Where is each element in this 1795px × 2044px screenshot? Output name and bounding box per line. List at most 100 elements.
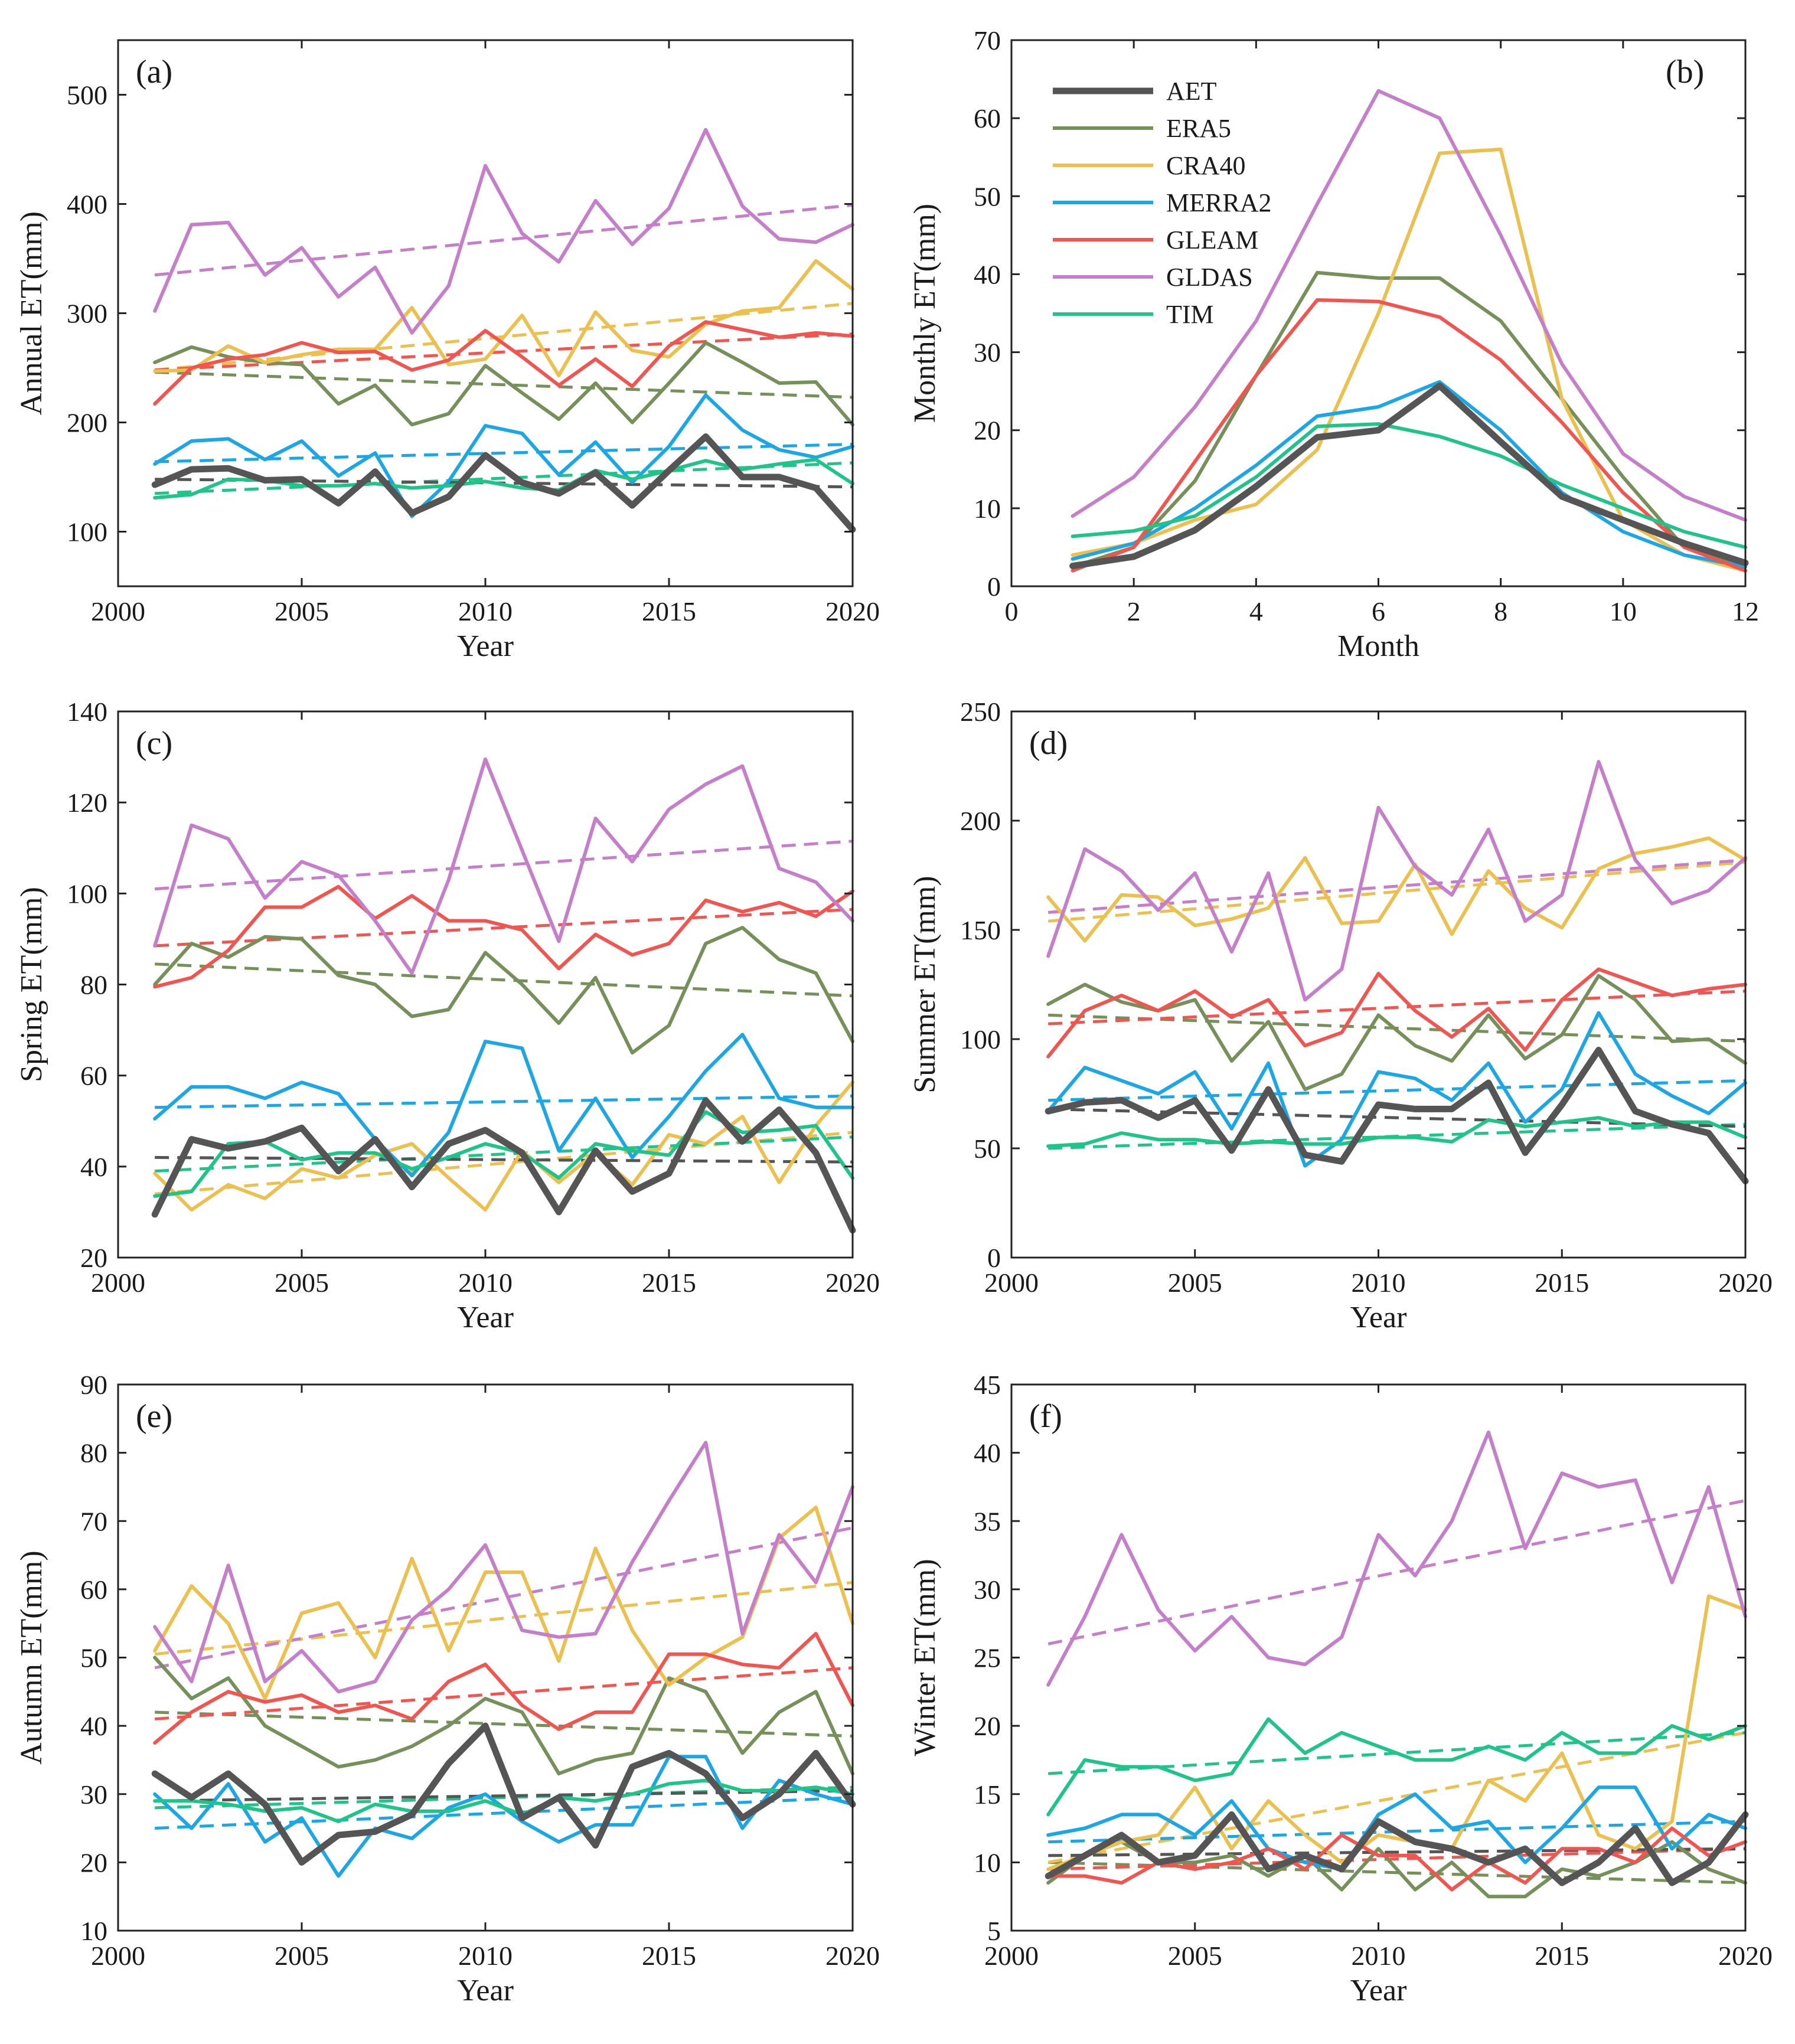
- panel-e-series-gleam: [153, 1632, 854, 1745]
- panel-b-x-tick-label: 6: [1372, 596, 1385, 626]
- panel-c-series-tim: [153, 1110, 854, 1198]
- panel-c-y-tick-label: 120: [67, 788, 107, 818]
- panel-d-x-tick-label: 2015: [1535, 1268, 1589, 1298]
- panel-e-label: (e): [136, 1398, 172, 1435]
- panel-b-monthly-et: (b) Month Monthly ET(mm) AET ERA5 CRA40 …: [908, 25, 1759, 663]
- panel-c-trend-cra40: [154, 1131, 853, 1196]
- legend-label-gleam: GLEAM: [1166, 226, 1258, 254]
- panel-f-x-tick-label: 2005: [1168, 1941, 1222, 1971]
- panel-e-trend-gleam: [155, 1666, 853, 1721]
- panel-f-y-tick-label: 40: [974, 1438, 1001, 1468]
- panel-f-y-axis-title: Winter ET(mm): [908, 1559, 942, 1756]
- panel-a-series-aet: [151, 433, 856, 533]
- panel-c-trend-aet: [155, 1155, 853, 1164]
- panel-f-ticks: 2000 2005 2010 2015 2020 5 10 15 20 25 30 35 40 45: [974, 1370, 1773, 1971]
- panel-e-y-tick-label: 90: [80, 1370, 107, 1400]
- panel-f-y-tick-label: 35: [974, 1506, 1001, 1536]
- panel-b-y-tick-label: 30: [974, 338, 1001, 368]
- panel-b-y-tick-label: 70: [974, 25, 1001, 55]
- panel-e-series-gldas: [153, 1441, 854, 1694]
- legend-label-tim: TIM: [1166, 300, 1214, 329]
- panel-b-y-tick-label: 50: [974, 181, 1001, 211]
- panel-f-series-gldas: [1046, 1430, 1747, 1687]
- panel-f-x-tick-label: 2020: [1718, 1941, 1773, 1971]
- panel-f-y-tick-label: 10: [974, 1847, 1001, 1878]
- panel-d-x-tick-label: 2005: [1168, 1268, 1222, 1298]
- panel-d-summer-et: (d) Year Summer ET(mm) 2000 2005 2010 2015 2…: [908, 697, 1773, 1334]
- panel-a-annual-et: (a) Year Annual ET(mm) 2000 2005 2010 2015 2…: [15, 39, 880, 663]
- panel-f-plot: [1045, 1430, 1749, 1899]
- panel-b-x-tick-label: 12: [1732, 596, 1759, 626]
- panel-e-y-tick-label: 50: [80, 1643, 107, 1673]
- panel-e-series-era5: [153, 1656, 854, 1776]
- panel-c-y-tick-label: 40: [80, 1152, 107, 1182]
- legend-label-cra40: CRA40: [1166, 151, 1245, 180]
- panel-e-x-tick-label: 2000: [91, 1941, 145, 1971]
- panel-a-trend-merra2: [155, 443, 853, 463]
- panel-e-x-tick-label: 2020: [825, 1941, 880, 1971]
- panel-b-x-tick-label: 10: [1610, 596, 1637, 626]
- panel-d-series-gleam: [1046, 967, 1747, 1059]
- legend: AET ERA5 CRA40 MERRA2 GLEAM GLDAS TIM: [1053, 77, 1271, 329]
- panel-c-y-tick-label: 60: [80, 1061, 107, 1091]
- panel-b-x-axis-title: Month: [1337, 629, 1419, 663]
- panel-b-y-tick-label: 10: [974, 494, 1001, 524]
- panel-b-series-gldas: [1071, 89, 1747, 522]
- panel-d-label: (d): [1029, 725, 1068, 762]
- panel-e-series-aet: [151, 1722, 856, 1866]
- panel-e-x-tick-label: 2010: [458, 1941, 513, 1971]
- panel-e-ticks: 2000 2005 2010 2015 2020 10 20 30 40 50 60 70 80 90: [80, 1370, 880, 1971]
- panel-a-trend-era5: [155, 370, 853, 399]
- panel-b-y-axis-title: Monthly ET(mm): [908, 204, 942, 423]
- panel-b-series-aet: [1069, 382, 1749, 570]
- panel-f-series-merra2: [1046, 1785, 1747, 1871]
- panel-c-trend-era5: [155, 962, 853, 998]
- panel-e-x-axis-title: Year: [457, 1974, 514, 2007]
- panel-d-y-tick-label: 50: [974, 1134, 1001, 1164]
- panel-b-y-tick-label: 60: [974, 103, 1001, 133]
- panel-e-y-tick-label: 70: [80, 1506, 107, 1536]
- panel-c-label: (c): [136, 725, 172, 762]
- panel-c-y-tick-label: 140: [67, 697, 107, 727]
- panel-a-x-tick-label: 2005: [275, 596, 329, 626]
- panel-b-x-tick-label: 8: [1494, 596, 1507, 626]
- panel-d-y-tick-label: 0: [987, 1243, 1001, 1273]
- panel-c-x-tick-label: 2000: [91, 1268, 145, 1298]
- panel-c-x-tick-label: 2005: [275, 1268, 329, 1298]
- panel-d-y-tick-label: 200: [960, 806, 1001, 836]
- panel-f-y-tick-label: 5: [987, 1916, 1001, 1946]
- panel-b-series-gleam: [1071, 298, 1747, 573]
- panel-b-plot: [1069, 89, 1749, 573]
- panel-a-x-tick-label: 2020: [825, 596, 880, 626]
- panel-b-x-tick-label: 0: [1005, 596, 1019, 626]
- legend-label-gldas: GLDAS: [1166, 263, 1253, 292]
- panel-c-series-cra40: [153, 1080, 854, 1212]
- panel-b-series-merra2: [1071, 380, 1747, 569]
- panel-a-series-gleam: [153, 320, 854, 406]
- panel-d-x-tick-label: 2000: [984, 1268, 1039, 1298]
- panel-c-series-gleam: [153, 884, 854, 989]
- panel-c-series-era5: [153, 926, 854, 1055]
- panel-a-x-tick-label: 2015: [642, 596, 696, 626]
- legend-label-era5: ERA5: [1166, 114, 1231, 143]
- panel-f-x-tick-label: 2010: [1352, 1941, 1406, 1971]
- panel-d-ticks: 2000 2005 2010 2015 2020 0 50 100 150 200 250: [960, 697, 1773, 1298]
- panel-c-x-tick-label: 2015: [642, 1268, 696, 1298]
- panel-e-y-axis-title: Autumn ET(mm): [15, 1550, 48, 1765]
- panel-e-trend-aet: [155, 1789, 853, 1803]
- panel-f-series-cra40: [1046, 1594, 1747, 1871]
- panel-b-y-tick-label: 20: [974, 416, 1001, 446]
- panel-c-y-axis-title: Spring ET(mm): [15, 887, 48, 1082]
- panel-e-trend-merra2: [155, 1796, 853, 1830]
- panel-e-y-tick-label: 10: [80, 1916, 107, 1946]
- panel-f-series-aet: [1045, 1811, 1749, 1886]
- panel-d-y-tick-label: 100: [960, 1024, 1001, 1054]
- panel-d-x-tick-label: 2020: [1718, 1268, 1773, 1298]
- panel-d-trend-merra2: [1048, 1079, 1746, 1102]
- panel-c-plot: [151, 757, 856, 1234]
- panel-a-series-gldas: [153, 128, 854, 335]
- panel-b-series-era5: [1071, 270, 1747, 569]
- panel-c-y-tick-label: 20: [80, 1243, 107, 1273]
- panel-a-ticks: 2000 2005 2010 2015 2020 100 200 300 400 500: [67, 40, 880, 626]
